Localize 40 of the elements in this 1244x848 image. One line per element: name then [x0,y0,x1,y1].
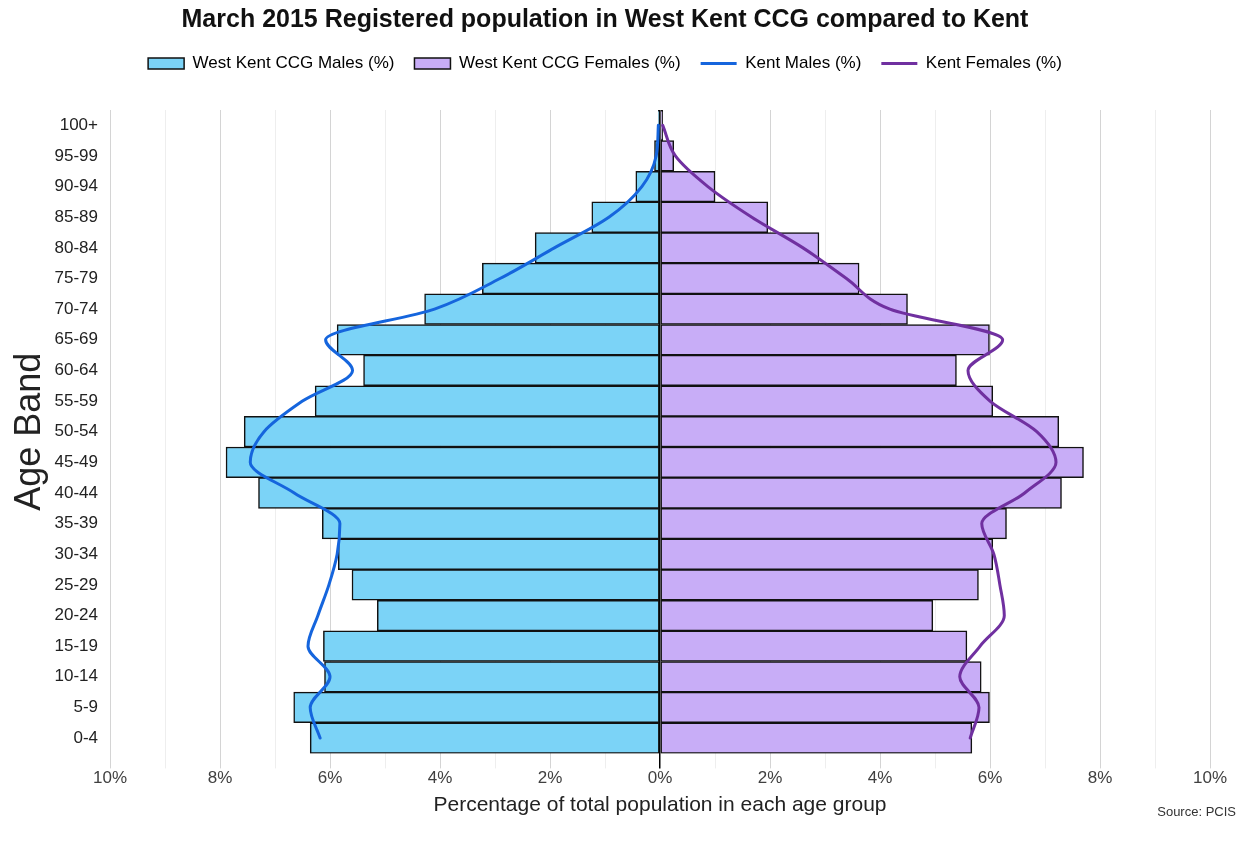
legend-label: Kent Females (%) [925,53,1062,73]
y-tick-label: 20-24 [54,605,98,625]
source-note: Source: PCIS [1157,803,1237,819]
x-tick-label: 8% [207,768,233,788]
y-tick-label: 55-59 [54,390,98,410]
y-tick-label: 80-84 [54,237,98,257]
x-tick-label: 2% [537,768,563,788]
y-tick-label: 90-94 [54,176,98,196]
y-tick-label: 50-54 [54,421,98,441]
x-tick-label: 6% [977,768,1003,788]
x-tick-label: 0% [647,768,673,788]
y-tick-label: 60-64 [54,360,98,380]
y-tick-label: 70-74 [54,298,98,318]
y-axis-title: Age Band [6,352,48,511]
chart-title: March 2015 Registered population in West Kent CCG compared to Kent [181,3,1030,32]
y-tick-label: 35-39 [54,513,98,533]
legend-label: West Kent CCG Females (%) [458,53,681,73]
y-tick-label: 15-19 [54,635,98,655]
y-tick-label: 25-29 [54,574,98,594]
y-tick-label: 65-69 [54,329,98,349]
y-tick-label: 5-9 [73,697,98,717]
y-tick-label: 0-4 [73,727,98,747]
y-tick-label: 85-89 [54,206,98,226]
x-tick-label: 4% [867,768,893,788]
y-tick-label: 40-44 [54,482,98,502]
y-tick-label: 95-99 [54,145,98,165]
x-tick-label: 2% [757,768,783,788]
y-tick-label: 75-79 [54,268,98,288]
x-axis-title: Percentage of total population in each age group [433,792,887,816]
y-tick-label: 45-49 [54,452,98,472]
x-tick-label: 6% [317,768,343,788]
x-tick-label: 4% [427,768,453,788]
x-tick-label: 10% [1192,768,1228,788]
x-tick-label: 8% [1087,768,1113,788]
y-tick-label: 10-14 [54,666,98,686]
legend-label: West Kent CCG Males (%) [192,53,395,73]
legend-label: Kent Males (%) [745,53,862,73]
y-tick-label: 100+ [59,115,99,135]
y-tick-label: 30-34 [54,543,98,563]
x-tick-label: 10% [92,768,128,788]
